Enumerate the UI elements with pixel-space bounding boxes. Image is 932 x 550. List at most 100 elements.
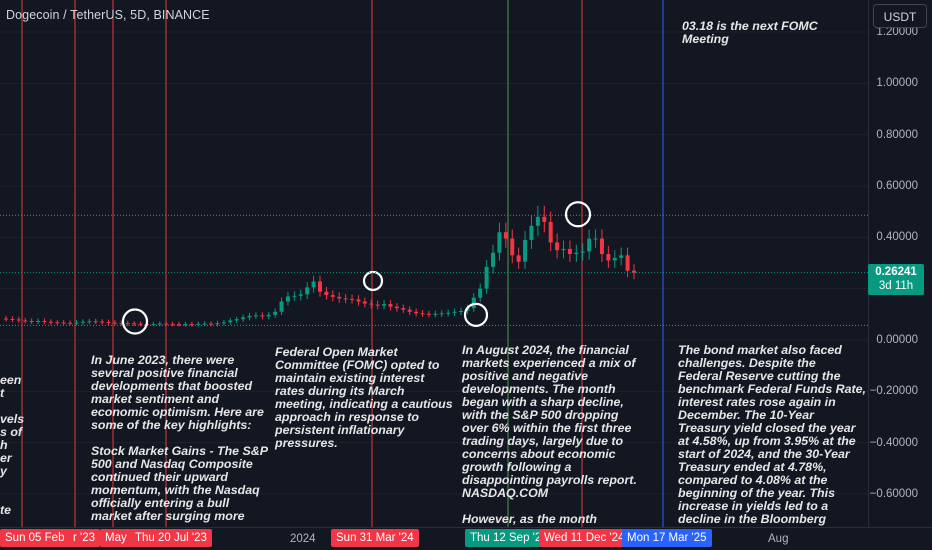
candle-body <box>23 320 28 322</box>
candle-body <box>87 321 92 323</box>
time-axis[interactable]: 2024 Aug Sun 05 Feb '23 r '23 May Thu 20 Jul … <box>0 527 932 550</box>
candle-body <box>112 322 117 324</box>
price-tick-label: 0.60000 <box>876 180 918 192</box>
candle-body <box>215 323 220 325</box>
candle-body <box>247 315 252 318</box>
candle-body <box>375 304 380 306</box>
candle-body <box>260 315 265 317</box>
candle-body <box>471 297 476 309</box>
candle-body <box>433 313 438 315</box>
candle-body <box>157 323 162 325</box>
candle-body <box>561 248 566 251</box>
candle-body <box>93 321 98 323</box>
note-march-fomc[interactable]: Federal Open Market Committee (FOMC) opt… <box>275 345 453 450</box>
last-price-tag: 0.26241 3d 11h <box>868 264 924 295</box>
candle-body <box>279 301 284 312</box>
candle-body <box>484 266 489 289</box>
candle-body <box>542 216 547 222</box>
candle-body <box>119 322 124 324</box>
candle-body <box>125 323 130 325</box>
candle-body <box>106 322 111 324</box>
note-fomc-next[interactable]: 03.18 is the next FOMC Meeting <box>682 19 818 46</box>
time-tick-label: Aug <box>768 533 789 545</box>
candle-body <box>356 299 361 302</box>
price-tick-label: −0.20000 <box>869 385 918 398</box>
date-marker-label: Thu 20 Jul '23 <box>130 529 212 547</box>
candle-body <box>497 232 502 253</box>
date-marker-label: Sun 05 Feb '23 <box>0 529 88 547</box>
candle-body <box>234 319 239 321</box>
price-axis[interactable]: 1.200001.000000.800000.600000.400000.200… <box>868 0 932 527</box>
candle-body <box>388 304 393 307</box>
candle-body <box>285 296 290 302</box>
candle-body <box>42 321 47 323</box>
price-tick-label: 1.20000 <box>876 26 918 38</box>
candle-body <box>241 317 246 320</box>
chart-plot-area[interactable]: Dogecoin / TetherUS, 5D, BINANCE 03.18 i… <box>0 0 868 527</box>
candle-body <box>574 252 579 255</box>
candle-body <box>228 320 233 323</box>
highlight-circle <box>362 270 384 292</box>
candle-body <box>209 323 214 325</box>
candle-body <box>491 252 496 267</box>
price-tick-label: 0.00000 <box>876 334 918 346</box>
price-tick-label: 0.80000 <box>876 128 918 141</box>
candle-body <box>523 239 528 262</box>
candle-body <box>318 281 322 292</box>
last-price-value: 0.26241 <box>875 266 917 278</box>
note-bond-market[interactable]: The bond market also faced challenges. D… <box>678 343 866 526</box>
candle-body <box>625 255 630 271</box>
candle-body <box>16 319 21 321</box>
date-marker-label: May <box>100 529 132 547</box>
candle-body <box>535 216 540 226</box>
candle-body <box>439 313 444 315</box>
candle-body <box>132 323 137 325</box>
candle-body <box>273 311 278 315</box>
candle-body <box>548 221 553 243</box>
candle-body <box>593 238 598 240</box>
date-marker-label: Thu 12 Sep '2 <box>465 529 547 547</box>
candle-body <box>164 323 169 325</box>
time-tick-label: 2024 <box>290 533 316 545</box>
candle-body <box>555 242 560 251</box>
note-june-2023[interactable]: In June 2023, there were several positiv… <box>91 353 268 523</box>
candle-body <box>292 295 297 297</box>
candle-body <box>177 324 182 326</box>
price-tick-label: 0.40000 <box>876 231 918 244</box>
candle-body <box>298 294 303 296</box>
note-clipped-left[interactable]: een t vels s of h er y te <box>0 373 25 517</box>
currency-button[interactable]: USDT <box>873 4 927 28</box>
candle-body <box>458 310 463 312</box>
candle-body <box>446 312 451 314</box>
candle-body <box>606 254 611 261</box>
candle-body <box>350 298 355 300</box>
candle-body <box>407 309 412 312</box>
candle-body <box>587 238 592 252</box>
candle-body <box>80 321 85 323</box>
candle-body <box>74 322 79 324</box>
candle-body <box>369 303 374 305</box>
date-marker-label: Wed 11 Dec '24 <box>539 529 630 547</box>
candle-body <box>4 318 8 320</box>
note-august-2024[interactable]: In August 2024, the financial markets ex… <box>462 343 637 526</box>
candle-body <box>503 232 508 239</box>
candle-body <box>343 298 348 300</box>
candle-body <box>382 304 387 306</box>
candle-body <box>401 308 406 310</box>
candle-body <box>151 324 156 326</box>
candle-body <box>612 257 617 261</box>
candle-body <box>362 301 367 304</box>
candle-body <box>632 270 636 273</box>
candle-body <box>510 238 515 256</box>
highlight-circle <box>121 308 149 335</box>
candle-body <box>10 318 15 320</box>
candle-body <box>529 225 534 240</box>
candlestick-chart[interactable] <box>0 0 868 527</box>
price-tick-label: 1.00000 <box>876 77 918 90</box>
highlight-circle <box>463 302 489 327</box>
candle-body <box>452 311 457 313</box>
candle-body <box>324 291 329 296</box>
candle-body <box>337 296 342 299</box>
candle-body <box>189 324 194 326</box>
price-tick-label: −0.40000 <box>869 436 918 449</box>
